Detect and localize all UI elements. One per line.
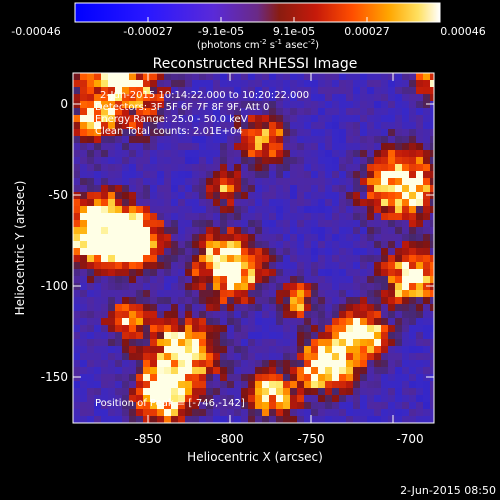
plot-frame: [72, 72, 435, 424]
info-time-range: 2-Jun-2015 10:14:22.000 to 10:20:22.000: [100, 90, 309, 101]
y-tick-label: 0: [60, 97, 68, 111]
footer-timestamp: 2-Jun-2015 08:50: [400, 484, 496, 497]
colorbar-tick-label: 0.00046: [440, 25, 486, 38]
colorbar-ticks: [74, 17, 441, 22]
info-energy-range: Energy Range: 25.0 - 50.0 keV: [95, 114, 248, 125]
x-tick-label: -750: [297, 432, 324, 446]
x-tick-label: -800: [216, 432, 243, 446]
colorbar-tick-label: -9.1e-05: [198, 25, 244, 38]
info-clean-counts: Clean Total counts: 2.01E+04: [95, 126, 243, 137]
colorbar-tick-label: -0.00046: [11, 25, 60, 38]
y-tick-label: -100: [41, 279, 68, 293]
info-peak-position: Position of Peak = [-746,-142]: [95, 398, 245, 409]
info-detectors: Detectors: 3F 5F 6F 7F 8F 9F, Att 0: [95, 102, 269, 113]
y-axis-label: Heliocentric Y (arcsec): [13, 181, 27, 316]
image-title: Reconstructed RHESSI Image: [153, 56, 358, 72]
y-tick-label: -50: [48, 188, 68, 202]
y-tick-label: -150: [41, 370, 68, 384]
colorbar-tick-label: 9.1e-05: [273, 25, 315, 38]
axis-ticks: [73, 73, 434, 423]
colorbar-tick-label: -0.00027: [123, 25, 172, 38]
x-axis-label: Heliocentric X (arcsec): [187, 450, 323, 464]
colorbar: [75, 3, 440, 22]
heatmap-image: [73, 73, 434, 423]
x-tick-label: -700: [396, 432, 423, 446]
x-tick-label: -850: [134, 432, 161, 446]
colorbar-tick-label: 0.00027: [344, 25, 390, 38]
colorbar-unit: (photons cm-2 s-1 asec-2): [197, 38, 319, 51]
